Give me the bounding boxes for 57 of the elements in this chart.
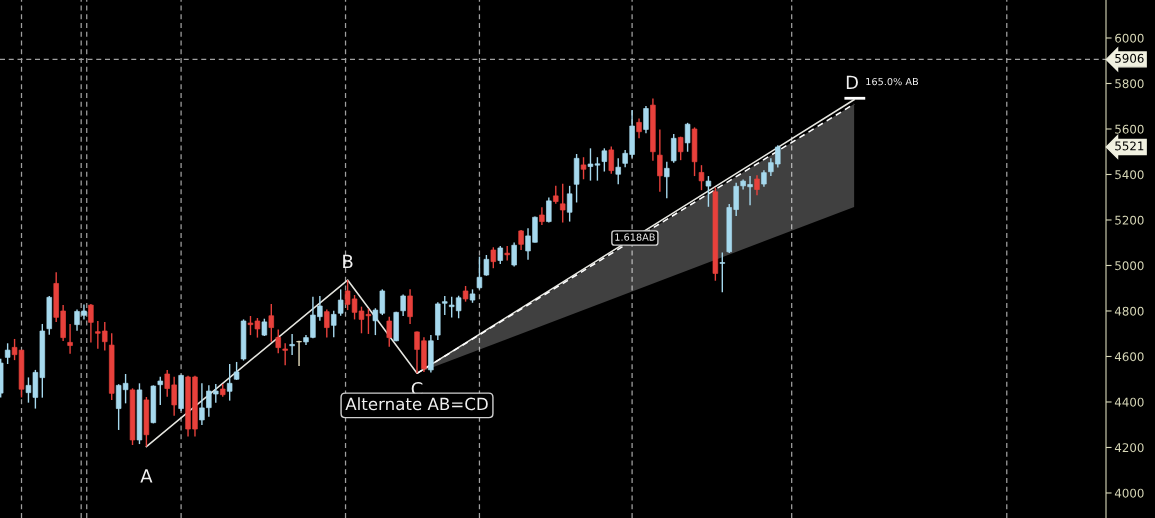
candlestick: [275, 328, 281, 354]
candlestick: [386, 315, 392, 348]
ref-line-label: 5906: [1115, 53, 1144, 63]
candlestick: [511, 241, 517, 268]
candlestick: [407, 288, 413, 325]
candlestick: [157, 376, 163, 406]
candlestick: [296, 340, 302, 367]
annotation: D: [846, 75, 858, 89]
candlestick: [560, 183, 566, 224]
candlestick: [698, 164, 705, 191]
y-tick-label: 5600: [1115, 124, 1144, 134]
annotation: 1.618AB: [615, 233, 655, 241]
candlestick: [705, 175, 712, 208]
candlestick: [268, 303, 275, 343]
text: 5521: [1115, 141, 1144, 151]
candlestick: [67, 323, 73, 355]
y-tick-label: 5800: [1115, 79, 1144, 89]
annotation: A: [140, 469, 153, 483]
annotation: 165.0% AB: [866, 77, 919, 86]
candlestick: [636, 117, 642, 140]
candlestick: [476, 255, 483, 291]
y-tick-label: 5200: [1115, 215, 1144, 225]
candlestick: [324, 308, 330, 339]
candlestick: [684, 122, 691, 153]
y-tick-label: 4400: [1114, 397, 1144, 407]
candlestick: [282, 342, 288, 366]
candlestick: [671, 133, 677, 164]
candlestick: [289, 333, 295, 356]
y-tick-label: 4000: [1114, 488, 1144, 498]
candlestick: [4, 342, 11, 365]
y-tick-label: 4600: [1114, 352, 1144, 362]
annotation: B: [343, 254, 353, 268]
candlestick: [754, 174, 760, 196]
candlestick: [400, 293, 406, 317]
candlestick: [88, 303, 94, 344]
candlestick: [226, 363, 233, 402]
candlestick: [546, 196, 552, 224]
annotation: Alternate AB=CD: [345, 397, 488, 411]
candlestick: [580, 156, 587, 180]
candlestick: [337, 288, 344, 317]
candlestick: [657, 128, 663, 193]
line-series: [145, 98, 855, 448]
candlestick: [664, 161, 670, 200]
candlestick: [490, 246, 497, 269]
candlestick: [331, 310, 337, 339]
candlestick: [608, 145, 614, 175]
candlestick: [483, 254, 490, 277]
candlestick: [615, 157, 621, 185]
y-tick-label: 4200: [1114, 443, 1144, 453]
y-tick-label: 4800: [1114, 306, 1144, 316]
candlestick: [643, 105, 649, 135]
y-tick-label: 5400: [1115, 170, 1144, 180]
candlestick: [601, 147, 608, 173]
candlestick: [719, 251, 726, 294]
y-tick-label: 5000: [1115, 261, 1144, 271]
candlestick: [566, 185, 573, 223]
y-tick-label: 6000: [1115, 33, 1144, 43]
